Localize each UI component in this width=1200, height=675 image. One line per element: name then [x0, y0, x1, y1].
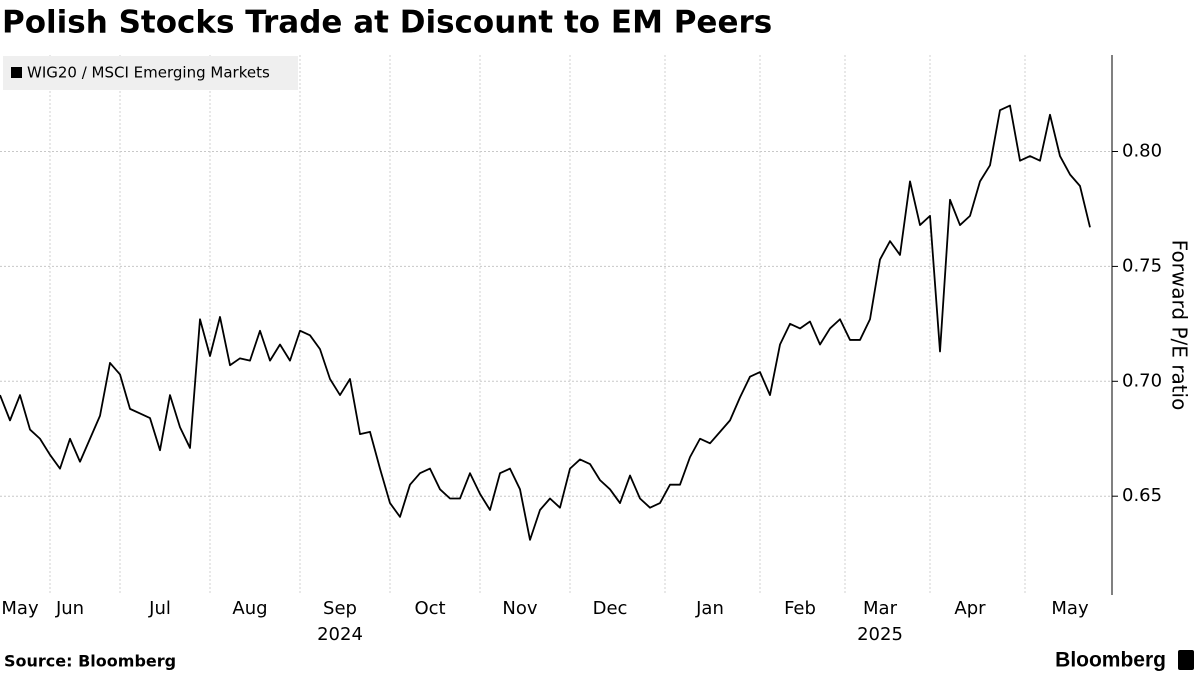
brand-icon [1178, 650, 1194, 670]
x-tick-label: Feb [784, 598, 816, 619]
x-tick-label: Jan [695, 598, 724, 619]
y-tick-label: 0.65 [1122, 485, 1162, 506]
y-axis-label: Forward P/E ratio [1168, 240, 1192, 411]
y-tick-label: 0.80 [1122, 141, 1162, 162]
x-tick-label: Nov [502, 598, 537, 619]
year-label: 2024 [317, 624, 363, 645]
y-tick-label: 0.75 [1122, 255, 1162, 276]
x-tick-label: Sep [323, 598, 357, 619]
x-tick-label: Dec [593, 598, 628, 619]
x-tick-label: Jul [148, 598, 171, 619]
legend-label: WIG20 / MSCI Emerging Markets [27, 64, 270, 82]
chart-title: Polish Stocks Trade at Discount to EM Pe… [2, 5, 772, 41]
x-tick-label: May [1, 598, 39, 619]
source: Source: Bloomberg [4, 652, 176, 671]
data-line [0, 104, 1091, 541]
legend-swatch [11, 67, 22, 78]
x-tick-label: Apr [954, 598, 986, 619]
x-tick-label: Aug [232, 598, 267, 619]
legend: WIG20 / MSCI Emerging Markets [3, 56, 298, 90]
legend-box [3, 56, 298, 90]
brand: Bloomberg [1055, 649, 1166, 672]
x-tick-label: Mar [863, 598, 898, 619]
x-tick-label: May [1051, 598, 1089, 619]
y-tick-label: 0.70 [1122, 370, 1162, 391]
x-tick-label: Jun [55, 598, 84, 619]
x-tick-label: Oct [414, 598, 445, 619]
year-label: 2025 [857, 624, 903, 645]
